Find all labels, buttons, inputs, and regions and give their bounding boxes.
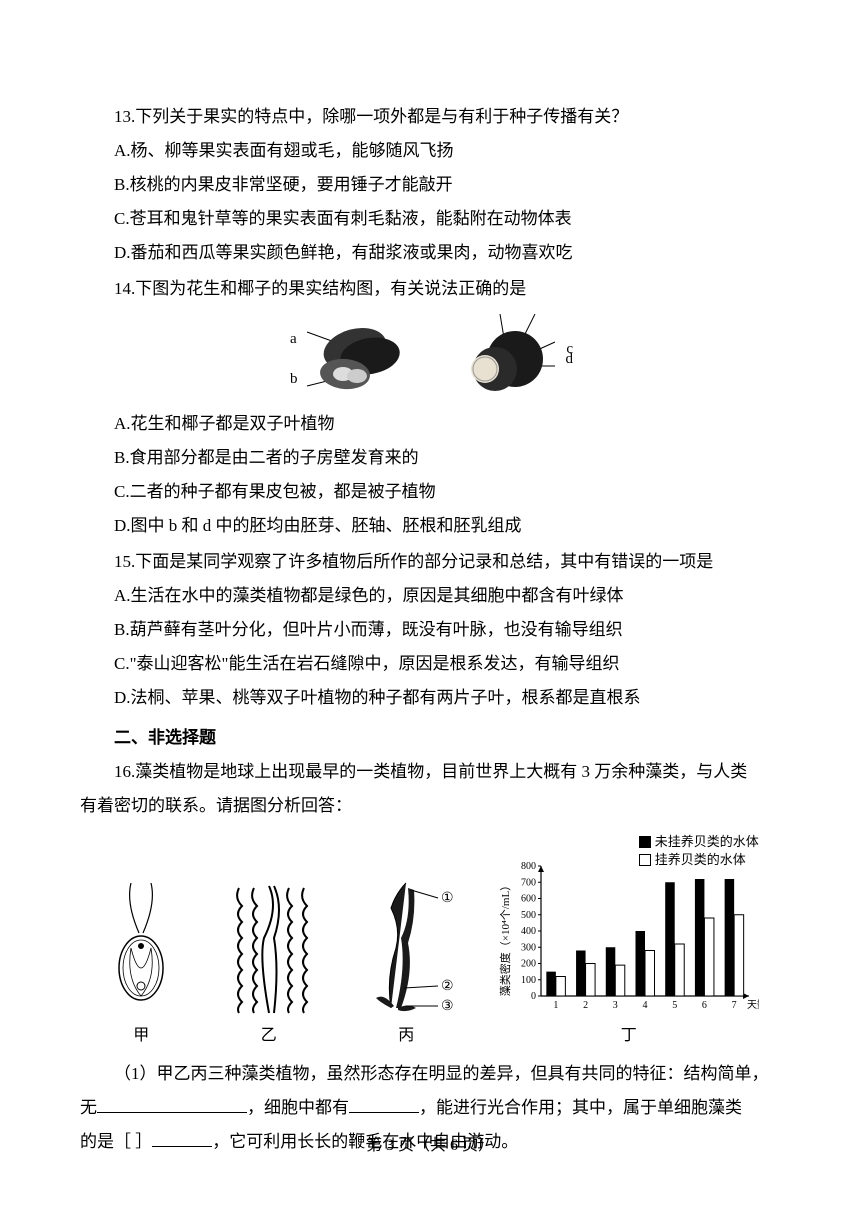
q16-fill-line1: （1）甲乙丙三种藻类植物，虽然形态存在明显的差异，但具有共同的特征：结构简单， xyxy=(80,1057,780,1091)
svg-text:300: 300 xyxy=(521,942,536,953)
q15-option-b: B.葫芦藓有茎叶分化，但叶片小而薄，既没有叶脉，也没有输导组织 xyxy=(80,613,780,647)
fill-2b: ，细胞中都有 xyxy=(247,1098,349,1117)
q15-option-c: C."泰山迎客松"能生活在岩石缝隙中，原因是根系发达，有输导组织 xyxy=(80,647,780,681)
fig-jia: 甲 xyxy=(101,878,181,1052)
question-15: 15.下面是某同学观察了许多植物后所作的部分记录和总结，其中有错误的一项是 A.… xyxy=(80,545,780,715)
mark-1: ① xyxy=(441,891,454,906)
q13-option-b: B.核桃的内果皮非常坚硬，要用锤子才能敲开 xyxy=(80,168,780,202)
fig-jia-label: 甲 xyxy=(133,1020,149,1052)
fill-2a: 无 xyxy=(80,1098,97,1117)
mark-2: ② xyxy=(441,979,454,994)
label-b: b xyxy=(290,364,298,394)
mark-3: ③ xyxy=(441,999,454,1014)
svg-text:1: 1 xyxy=(553,1000,558,1011)
q14-option-b: B.食用部分都是由二者的子房壁发育来的 xyxy=(80,441,780,475)
svg-text:4: 4 xyxy=(642,1000,647,1011)
svg-text:3: 3 xyxy=(613,1000,618,1011)
svg-text:2: 2 xyxy=(583,1000,588,1011)
kelp-svg: ① ② ③ xyxy=(356,878,456,1018)
q16-figure-row: 甲 乙 ① ② ③ xyxy=(80,838,780,1052)
coconut-svg xyxy=(445,314,565,399)
svg-text:藻类密度（×10⁴个/mL）: 藻类密度（×10⁴个/mL） xyxy=(499,880,512,996)
question-16: 16.藻类植物是地球上出现最早的一类植物，目前世界上大概有 3 万余种藻类，与人… xyxy=(80,755,780,1159)
q15-stem: 15.下面是某同学观察了许多植物后所作的部分记录和总结，其中有错误的一项是 xyxy=(80,545,780,579)
svg-text:500: 500 xyxy=(521,910,536,921)
spirogyra-svg xyxy=(224,878,314,1018)
q16-stem-line1: 16.藻类植物是地球上出现最早的一类植物，目前世界上大概有 3 万余种藻类，与人… xyxy=(80,755,780,789)
page-footer: 第 3 页（共 6 页） xyxy=(0,1130,860,1162)
q14-option-a: A.花生和椰子都是双子叶植物 xyxy=(80,407,780,441)
fig-bing: ① ② ③ 丙 xyxy=(356,878,456,1052)
q16-fill-line2: 无 ，细胞中都有 ，能进行光合作用；其中，属于单细胞藻类 xyxy=(80,1091,780,1125)
svg-text:7: 7 xyxy=(731,1000,736,1011)
svg-text:700: 700 xyxy=(521,877,536,888)
fig-yi-label: 乙 xyxy=(261,1020,277,1052)
q14-option-c: C.二者的种子都有果皮包被，都是被子植物 xyxy=(80,475,780,509)
q13-option-c: C.苍耳和鬼针草等的果实表面有刺毛黏液，能黏附在动物体表 xyxy=(80,202,780,236)
coconut-image: c d xyxy=(445,314,565,399)
svg-text:200: 200 xyxy=(521,959,536,970)
blank-2 xyxy=(349,1093,419,1113)
question-14: 14.下图为花生和椰子的果实结构图，有关说法正确的是 a b c d xyxy=(80,272,780,543)
q16-stem-line2: 有着密切的联系。请据图分析回答： xyxy=(80,789,780,823)
svg-text:800: 800 xyxy=(521,861,536,872)
q13-stem: 13.下列关于果实的特点中，除哪一项外都是与有利于种子传播有关？ xyxy=(80,100,780,134)
svg-text:100: 100 xyxy=(521,975,536,986)
blank-1 xyxy=(97,1093,247,1113)
q13-option-d: D.番茄和西瓜等果实颜色鲜艳，有甜浆液或果肉，动物喜欢吃 xyxy=(80,236,780,270)
legend-filled-box xyxy=(639,836,651,848)
q15-option-d: D.法桐、苹果、桃等双子叶植物的种子都有两片子叶，根系都是直根系 xyxy=(80,681,780,715)
q15-option-a: A.生活在水中的藻类植物都是绿色的，原因是其细胞中都含有叶绿体 xyxy=(80,579,780,613)
section-2-header: 二、非选择题 xyxy=(80,721,780,755)
label-d: d xyxy=(566,344,574,374)
q14-option-d: D.图中 b 和 d 中的胚均由胚芽、胚轴、胚根和胚乳组成 xyxy=(80,509,780,543)
fig-ding: 未挂养贝类的水体 挂养贝类的水体 01002003004005006007008… xyxy=(499,838,759,1052)
svg-text:0: 0 xyxy=(531,991,536,1002)
svg-text:天数/d: 天数/d xyxy=(747,998,759,1011)
chlamydomonas-svg xyxy=(101,878,181,1018)
peanut-image: a b xyxy=(295,314,415,399)
legend-1-text: 未挂养贝类的水体 xyxy=(655,833,759,851)
fig-ding-label: 丁 xyxy=(621,1020,637,1052)
fig-bing-label: 丙 xyxy=(398,1020,414,1052)
svg-text:5: 5 xyxy=(672,1000,677,1011)
question-13: 13.下列关于果实的特点中，除哪一项外都是与有利于种子传播有关？ A.杨、柳等果… xyxy=(80,100,780,270)
svg-text:6: 6 xyxy=(702,1000,707,1011)
svg-text:600: 600 xyxy=(521,894,536,905)
chart-container: 未挂养贝类的水体 挂养贝类的水体 01002003004005006007008… xyxy=(499,838,759,1018)
label-a: a xyxy=(290,324,297,354)
bar-chart-svg: 0 100 200 300 400 500 600 700 800 藻类密度（×10⁴个/mL） 1… xyxy=(499,858,759,1018)
q13-option-a: A.杨、柳等果实表面有翅或毛，能够随风飞扬 xyxy=(80,134,780,168)
svg-text:400: 400 xyxy=(521,926,536,937)
fig-yi: 乙 xyxy=(224,878,314,1052)
peanut-svg xyxy=(295,314,415,399)
q14-stem: 14.下图为花生和椰子的果实结构图，有关说法正确的是 xyxy=(80,272,780,306)
fill-2c: ，能进行光合作用；其中，属于单细胞藻类 xyxy=(419,1098,742,1117)
q14-figure: a b c d xyxy=(80,314,780,399)
